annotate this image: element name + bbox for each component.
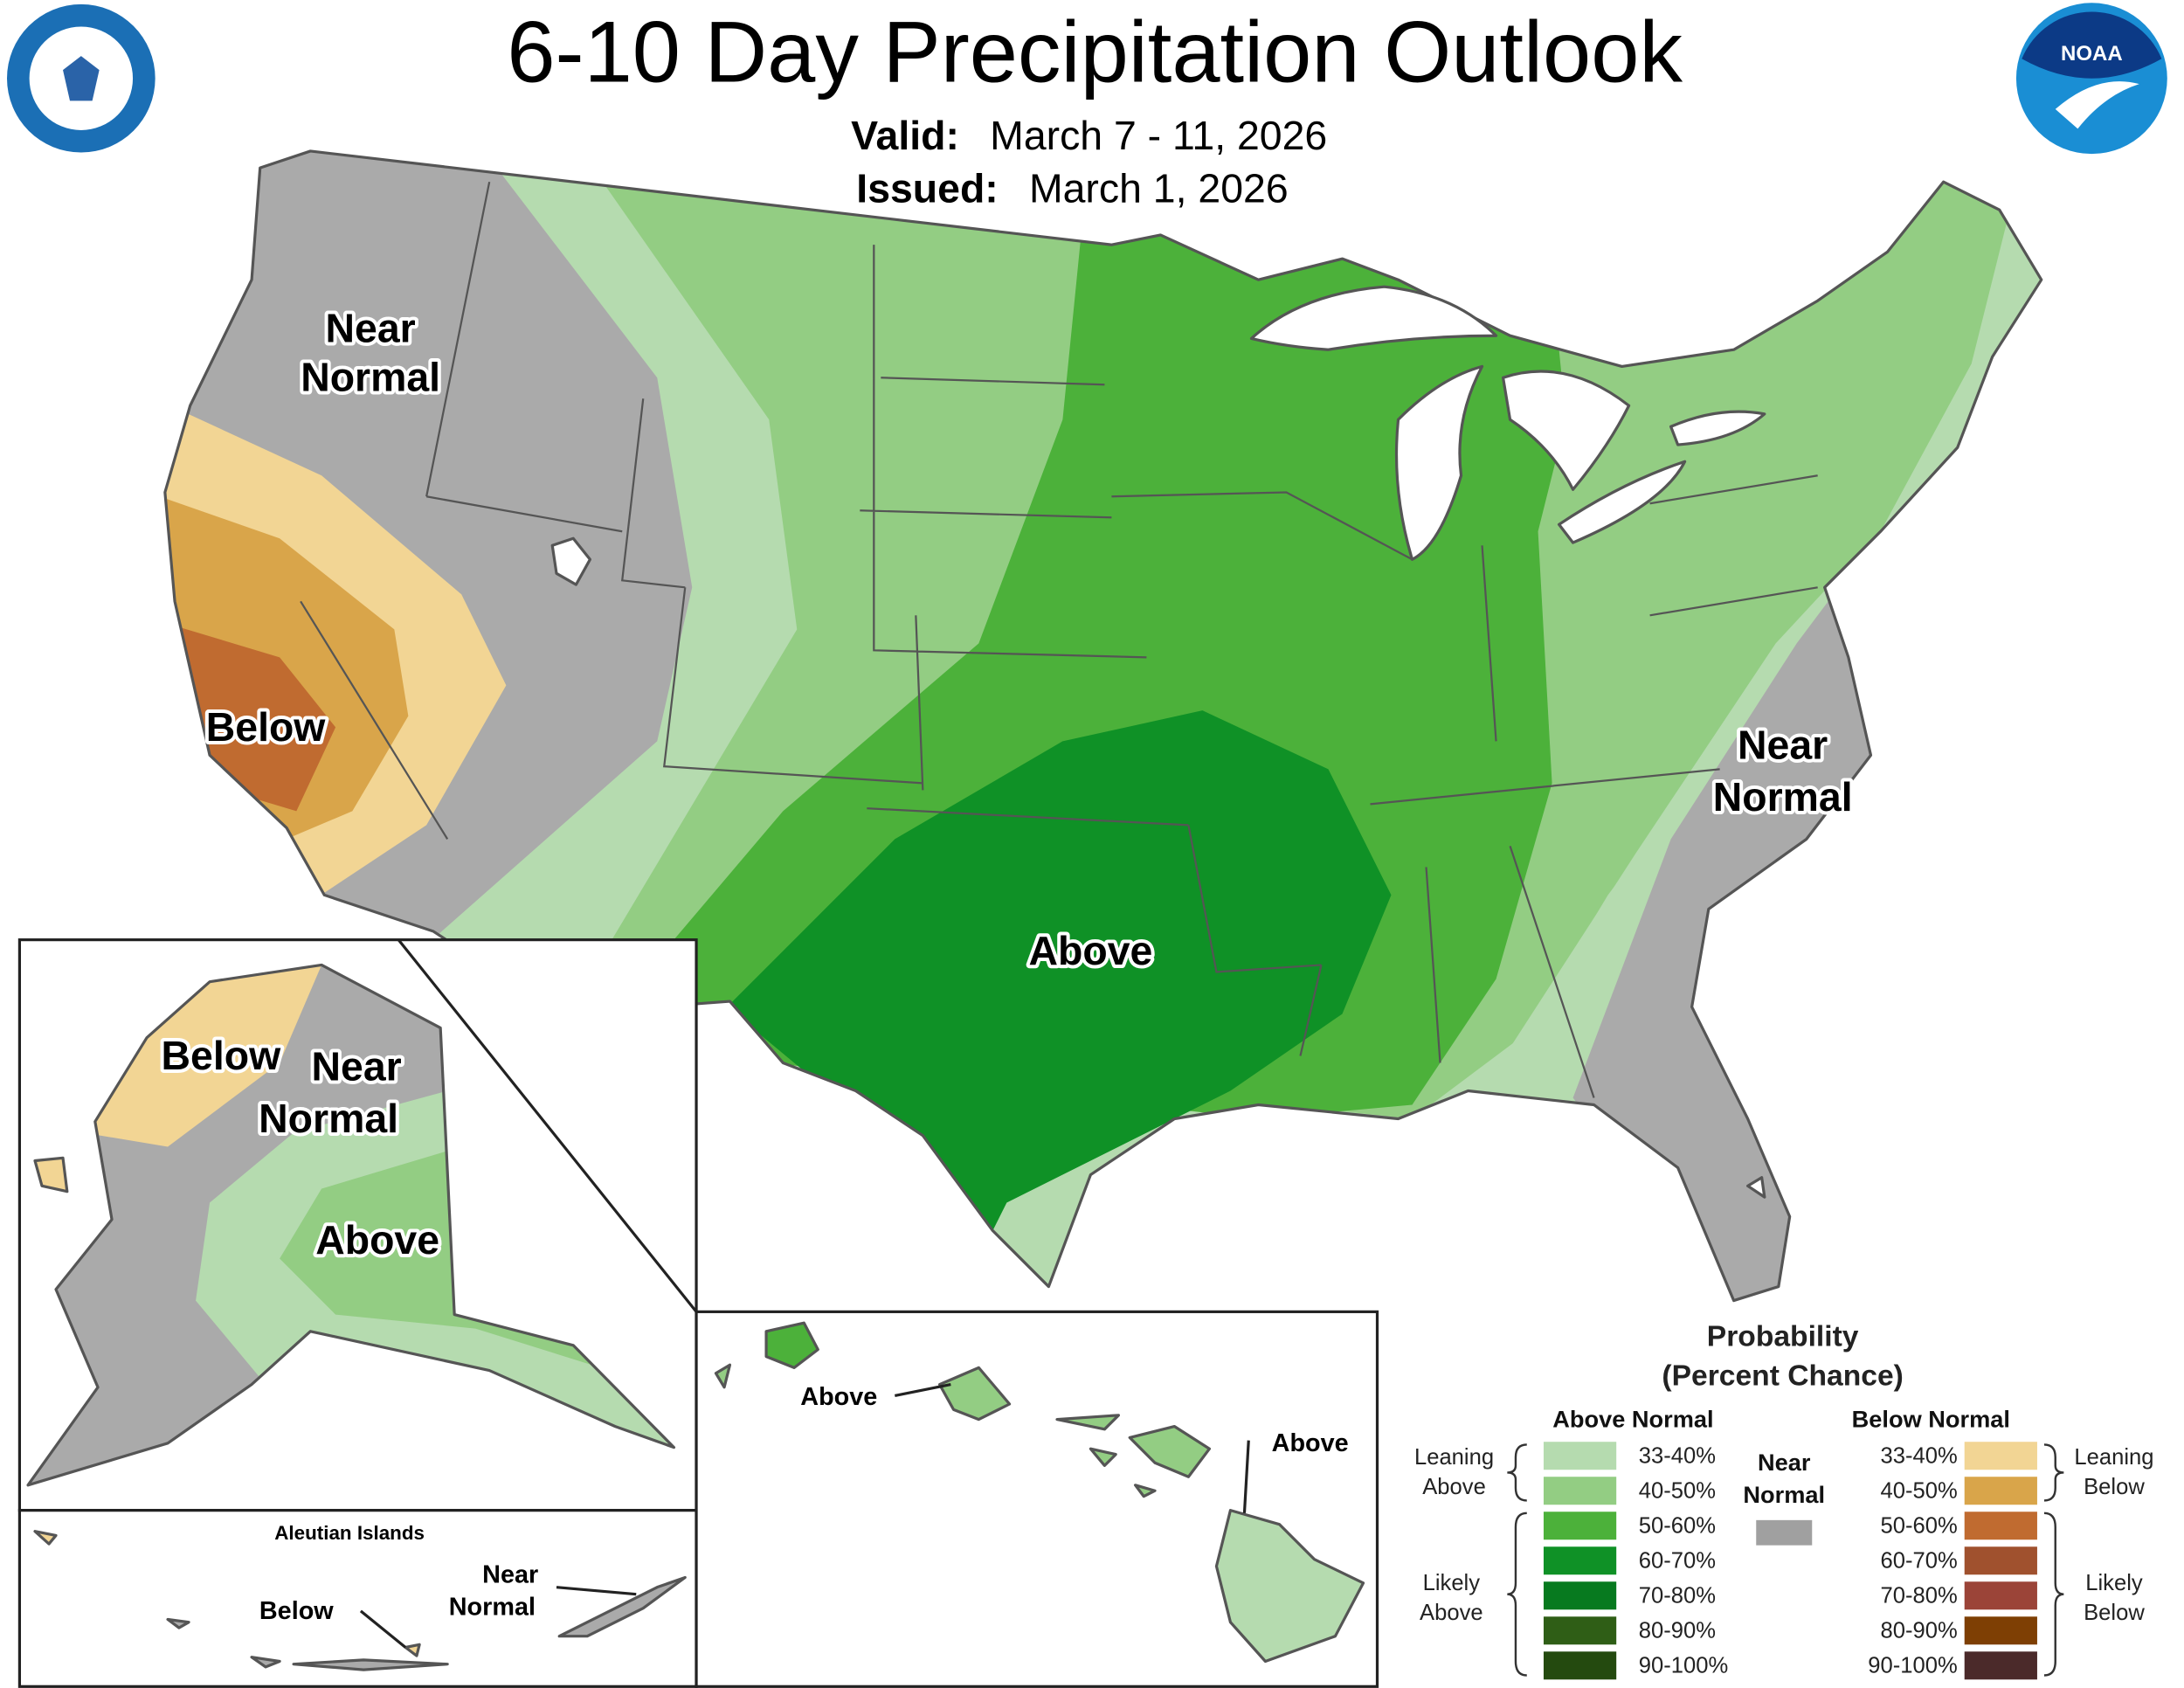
legend-near: Normal [1743, 1481, 1825, 1508]
legend-group: Below [2084, 1601, 2145, 1625]
legend-group: Likely [1423, 1571, 1481, 1595]
aleutian-islands [33, 1530, 687, 1671]
state-lines [300, 181, 1818, 1098]
issued-label: Issued: [856, 166, 998, 211]
legend-swatch [1964, 1616, 2037, 1645]
region-label: Above [315, 1217, 439, 1263]
region-label: Near [1738, 723, 1828, 768]
legend-swatch [1964, 1581, 2037, 1610]
legend-swatch [1543, 1546, 1617, 1575]
legend-swatch [1756, 1519, 1813, 1546]
great-lakes [550, 285, 1766, 1199]
region-label: Below [206, 704, 327, 750]
valid-label: Valid: [851, 113, 959, 158]
legend-label: 50-60% [1880, 1514, 1957, 1539]
region-label: Above [1028, 928, 1152, 973]
region-label: Normal [449, 1593, 536, 1621]
legend-swatch [1543, 1512, 1617, 1540]
region-label: Near [326, 306, 416, 351]
legend-label: 33-40% [1880, 1444, 1957, 1469]
legend-swatch [1543, 1616, 1617, 1645]
legend-label: 80-90% [1639, 1619, 1716, 1643]
inset-connector [397, 938, 698, 1313]
region-label: Below [162, 1033, 282, 1078]
legend-swatch [1543, 1651, 1617, 1680]
legend-label: 90-100% [1868, 1654, 1957, 1678]
legend-title: (Percent Chance) [1662, 1359, 1903, 1392]
title: 6-10 Day Precipitation Outlook [507, 4, 1683, 101]
alaska-island [33, 1156, 69, 1193]
region-label: Near [482, 1560, 538, 1588]
leader-lines [359, 1586, 637, 1649]
region-label: Above [800, 1383, 877, 1411]
legend-label: 33-40% [1639, 1444, 1716, 1469]
legend-group: Above [1420, 1601, 1483, 1625]
aleutian-inset [17, 1509, 698, 1688]
legend-near: Near [1758, 1449, 1811, 1476]
legend-header: Above Normal [1552, 1405, 1713, 1432]
region-label: Above [1272, 1429, 1349, 1457]
hawaii-islands [714, 1321, 1365, 1664]
inset-title: Aleutian Islands [274, 1522, 425, 1544]
legend-label: 50-60% [1639, 1514, 1716, 1539]
legend-swatch [1964, 1546, 2037, 1575]
region-label: Below [259, 1597, 334, 1625]
legend-swatch [1964, 1442, 2037, 1470]
legend-header: Below Normal [1852, 1405, 2010, 1432]
legend-label: 70-80% [1639, 1584, 1716, 1608]
leader-lines [895, 1383, 1250, 1513]
region-label: Normal [259, 1096, 398, 1141]
legend-label: 80-90% [1880, 1619, 1957, 1643]
legend-group: Below [2084, 1475, 2145, 1499]
noaa-text: NOAA [2061, 42, 2123, 66]
legend-swatch [1543, 1477, 1617, 1505]
legend-swatch [1964, 1512, 2037, 1540]
legend-swatch [1543, 1442, 1617, 1470]
legend-title: Probability [1707, 1321, 1859, 1353]
legend-swatch [1964, 1651, 2037, 1680]
legend-swatch [1964, 1477, 2037, 1505]
legend-label: 40-50% [1639, 1479, 1716, 1504]
commerce-seal [7, 3, 156, 153]
legend-label: 70-80% [1880, 1584, 1957, 1608]
issued-date: March 1, 2026 [1029, 166, 1289, 211]
region-label: Normal [301, 355, 440, 400]
legend-group: Above [1422, 1475, 1486, 1499]
legend-label: 40-50% [1880, 1479, 1957, 1504]
legend-swatch [1543, 1581, 1617, 1610]
noaa-logo: NOAA [2015, 3, 2167, 155]
valid-dates: March 7 - 11, 2026 [990, 113, 1327, 158]
legend-group: Leaning [1414, 1445, 1494, 1470]
legend: Probability (Percent Chance) Above Norma… [1414, 1321, 2154, 1680]
legend-group: Leaning [2074, 1445, 2153, 1470]
region-label: Normal [1713, 774, 1853, 820]
legend-group: Likely [2085, 1571, 2143, 1595]
region-label: Near [312, 1044, 402, 1090]
legend-label: 60-70% [1880, 1549, 1957, 1574]
legend-label: 60-70% [1639, 1549, 1716, 1574]
legend-brace [1507, 1443, 2064, 1677]
legend-label: 90-100% [1639, 1654, 1728, 1678]
